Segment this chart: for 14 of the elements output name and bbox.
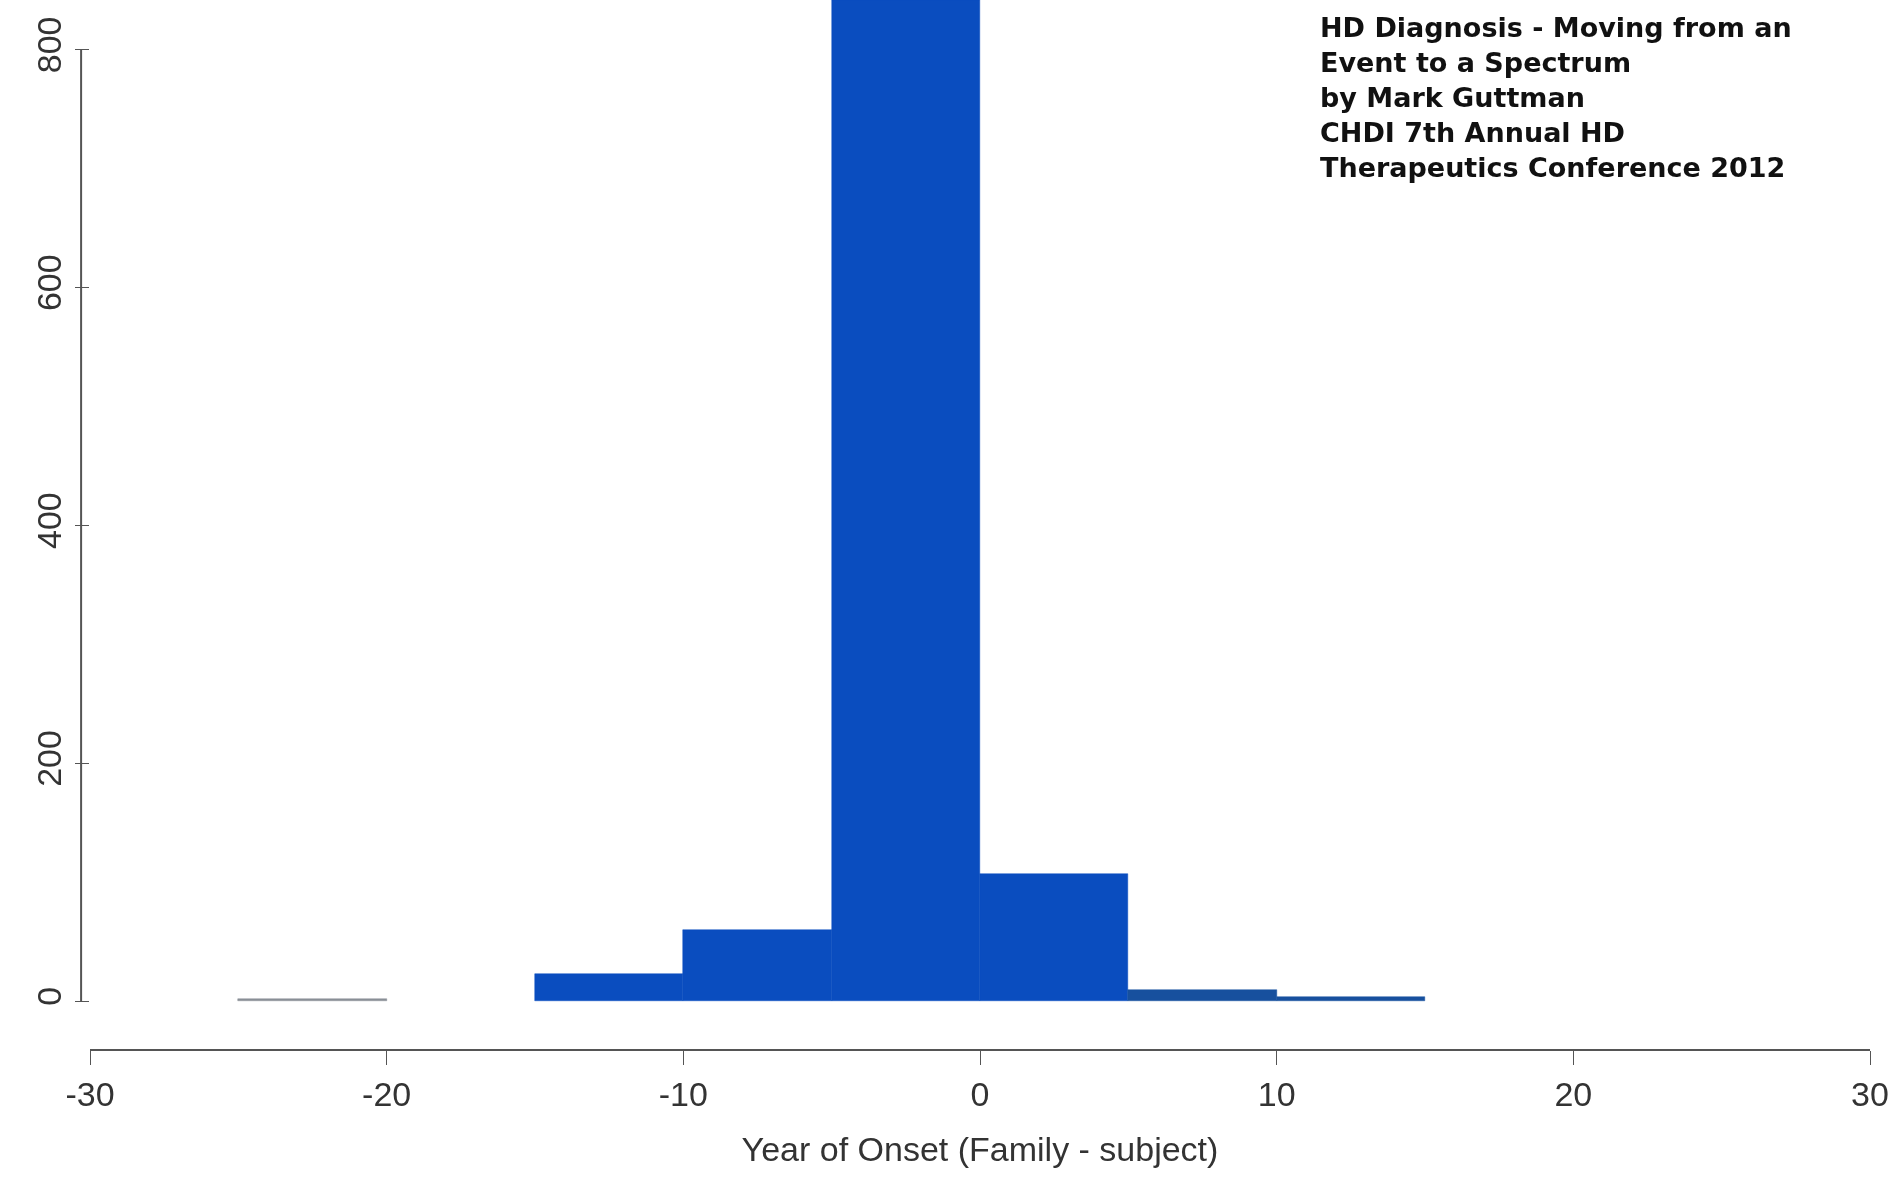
y-tick-label: 0 [30, 986, 69, 1006]
x-tick-label: 10 [1257, 1074, 1296, 1113]
annotation: HD Diagnosis - Moving from an Event to a Spectrum by Mark Guttman CHDI 7th Annual HD Therapeutics Conference 2012 [1320, 12, 1792, 184]
x-tick-label: 30 [1851, 1074, 1889, 1113]
x-tick-label: -30 [65, 1074, 115, 1113]
y-tick-label: 800 [30, 16, 69, 74]
x-axis-title: Year of Onset (Family - subject) [741, 1129, 1219, 1168]
x-tick-label: 0 [970, 1074, 990, 1113]
y-tick-label: 400 [30, 492, 69, 549]
x-tick-label: 20 [1554, 1074, 1593, 1113]
y-tick-label: 600 [30, 254, 69, 312]
x-tick-label: -20 [362, 1074, 412, 1113]
x-tick-label: -10 [658, 1074, 708, 1113]
y-tick-label: 200 [30, 730, 69, 787]
